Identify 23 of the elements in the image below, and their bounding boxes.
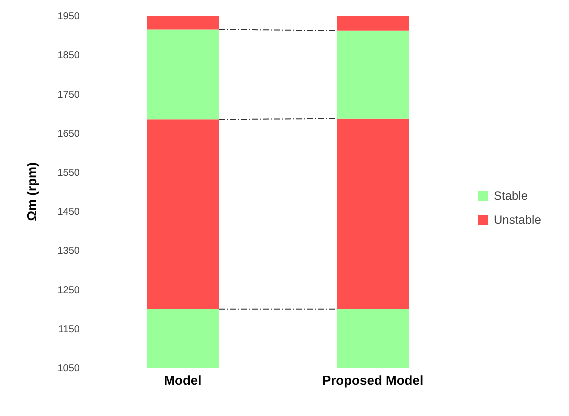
bar xyxy=(147,30,220,120)
bar xyxy=(147,16,220,30)
y-tick-label: 1750 xyxy=(58,90,80,101)
bar xyxy=(337,16,410,31)
y-tick-label: 1550 xyxy=(58,168,80,179)
y-tick-label: 1150 xyxy=(58,324,80,336)
y-tick-label: 1350 xyxy=(58,246,80,258)
x-tick-label: Proposed Model xyxy=(322,373,424,388)
legend-label: Stable xyxy=(494,189,528,203)
legend-label: Unstable xyxy=(494,213,542,227)
y-tick-label: 1450 xyxy=(58,207,80,218)
bar xyxy=(337,118,410,310)
bar xyxy=(147,309,220,368)
x-tick-label: Model xyxy=(164,373,202,388)
y-tick-label: 1950 xyxy=(58,12,80,23)
y-tick-label: 1850 xyxy=(58,50,80,62)
bar xyxy=(337,309,410,368)
y-tick-label: 1050 xyxy=(58,364,80,375)
y-axis-title: Ωm (rpm) xyxy=(24,162,40,222)
y-tick-label: 1250 xyxy=(58,285,80,296)
bar xyxy=(147,120,220,310)
bar xyxy=(337,30,410,119)
y-tick-label: 1650 xyxy=(58,128,80,140)
